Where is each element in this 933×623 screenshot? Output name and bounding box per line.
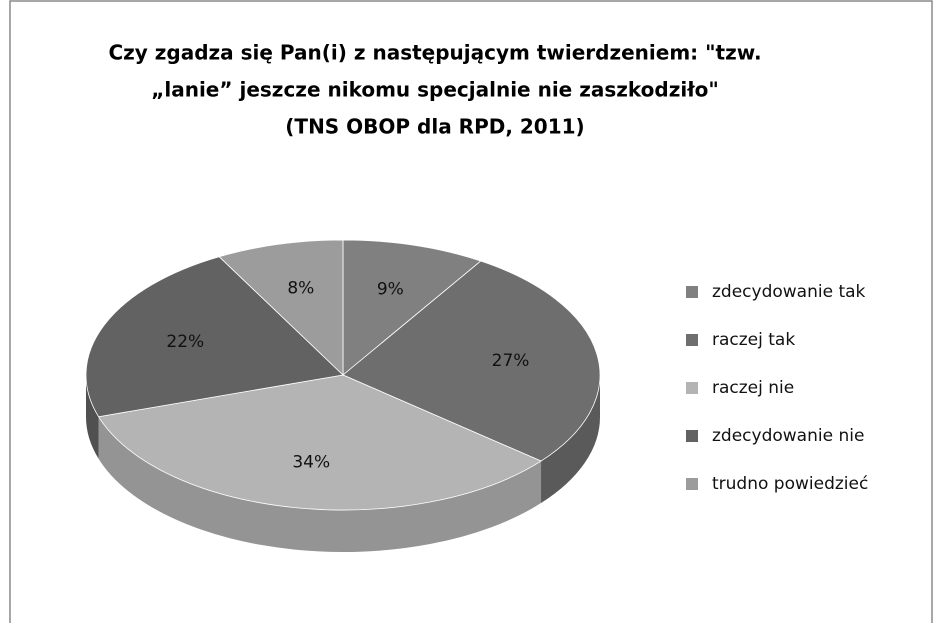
slice-side [98,416,542,553]
slice [342,260,601,462]
legend-label: zdecydowanie tak [712,282,866,302]
legend-label: raczej nie [712,378,794,398]
chart-title: „lanie” jeszcze nikomu specjalnie nie za… [151,78,719,102]
legend-swatch [686,430,698,442]
legend-swatch [686,382,698,394]
chart-title: Czy zgadza się Pan(i) z następującym twi… [108,41,761,65]
slice [85,256,344,418]
data-label: 9% [377,279,404,299]
legend-label: trudno powiedzieć [712,474,868,494]
legend-swatch [686,478,698,490]
data-label: 27% [492,351,530,371]
chart-title: (TNS OBOP dla RPD, 2011) [285,115,584,139]
legend-swatch [686,286,698,298]
data-label: 8% [287,279,314,299]
slice-side [86,375,99,459]
slice [218,239,344,376]
data-label: 34% [292,453,330,473]
slice [97,374,542,511]
data-label: 22% [166,332,204,352]
legend-label: zdecydowanie nie [712,426,864,446]
slice [342,239,482,376]
legend-label: raczej tak [712,330,795,350]
legend-swatch [686,334,698,346]
slice-side [541,375,600,504]
